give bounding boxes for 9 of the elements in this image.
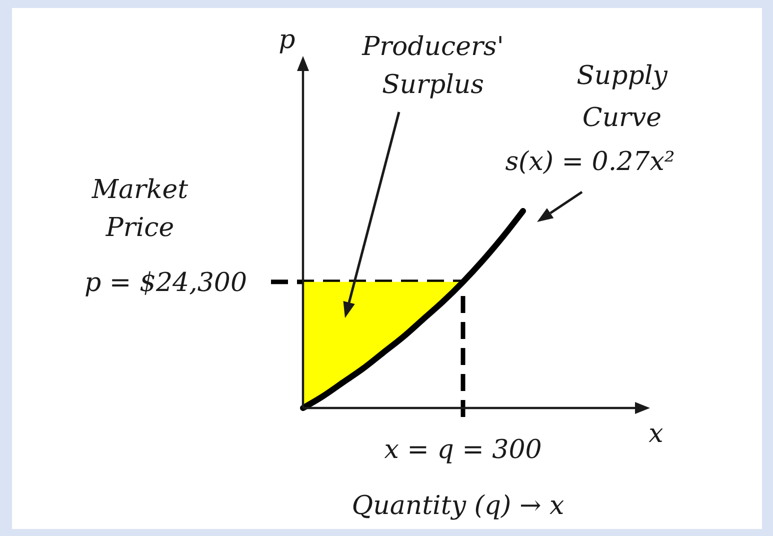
text: p — [278, 25, 296, 55]
text: Producers' Surplus — [361, 32, 504, 100]
text: Supply Curve — [576, 61, 668, 133]
text: x = q = 300 — [384, 435, 542, 465]
x-axis-title: x — [648, 419, 664, 449]
text: s(x) = 0.27x² — [505, 147, 675, 177]
text: Market Price — [90, 175, 189, 243]
text: p = $24,300 — [84, 268, 247, 298]
text: Quantity (q) → x — [352, 491, 565, 521]
